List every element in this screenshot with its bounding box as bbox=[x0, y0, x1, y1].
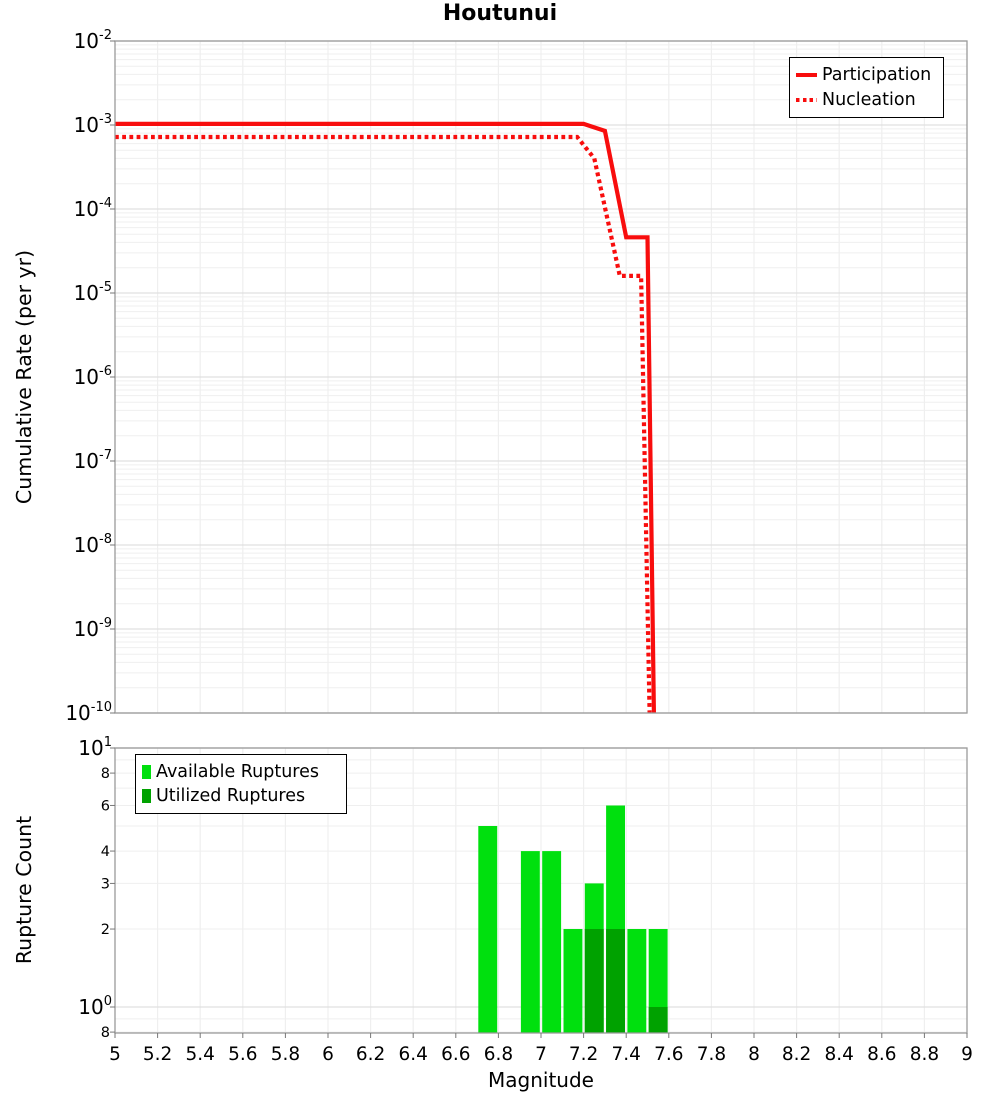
y-tick-label: 3 bbox=[101, 876, 110, 892]
x-tick-label: 5.4 bbox=[185, 1044, 214, 1065]
available-bar bbox=[563, 929, 583, 1033]
y-tick-label: 8 bbox=[101, 766, 110, 782]
y-tick-label: 10-8 bbox=[74, 532, 112, 557]
y-tick-label: 10-6 bbox=[74, 364, 112, 389]
x-tick-label: 8 bbox=[748, 1044, 760, 1065]
x-tick-label: 8.2 bbox=[782, 1044, 811, 1065]
available-bar bbox=[542, 851, 562, 1033]
available-ruptures-swatch bbox=[142, 764, 151, 779]
x-tick-label: 6 bbox=[322, 1044, 334, 1065]
rate-legend: Participation Nucleation bbox=[789, 57, 944, 118]
curve-participation bbox=[115, 121, 656, 713]
y-tick-label: 10-9 bbox=[74, 616, 112, 641]
x-tick-label: 5.2 bbox=[143, 1044, 172, 1065]
y-tick-label: 101 bbox=[78, 735, 112, 760]
chart-title: Houtunui bbox=[442, 1, 558, 26]
legend-item-available: Available Ruptures bbox=[142, 762, 338, 782]
x-tick-label: 7.2 bbox=[569, 1044, 598, 1065]
x-tick-label: 8.8 bbox=[910, 1044, 939, 1065]
x-tick-label: 6.4 bbox=[398, 1044, 427, 1065]
y-tick-label: 6 bbox=[101, 799, 110, 815]
y-tick-label: 10-3 bbox=[74, 112, 112, 137]
available-bar bbox=[627, 929, 647, 1033]
y-tick-label: 8 bbox=[101, 1025, 110, 1041]
x-tick-label: 5 bbox=[109, 1044, 121, 1065]
available-bar bbox=[478, 826, 498, 1033]
x-tick-label: 7.4 bbox=[611, 1044, 640, 1065]
y-tick-label: 10-5 bbox=[74, 280, 112, 305]
x-tick-label: 7.6 bbox=[654, 1044, 683, 1065]
legend-item-participation: Participation bbox=[796, 65, 935, 85]
y-tick-label: 2 bbox=[101, 922, 110, 938]
tick-labels: 10-2 10-3 10-4 10-5 10-6 10-7 10-8 10-9 10-10 101… bbox=[65, 28, 973, 1065]
y-tick-label: 10-2 bbox=[74, 28, 112, 53]
available-bar bbox=[520, 851, 540, 1033]
legend-label-utilized: Utilized Ruptures bbox=[156, 786, 306, 807]
rate-curves bbox=[115, 121, 656, 713]
dotted-line-swatch bbox=[796, 97, 817, 103]
utilized-bar bbox=[606, 929, 625, 1033]
y-tick-label: 10-4 bbox=[74, 196, 112, 221]
curve-nucleation bbox=[115, 134, 652, 713]
solid-line-swatch bbox=[796, 72, 817, 78]
y-tick-label: 100 bbox=[78, 994, 112, 1019]
x-tick-label: 5.6 bbox=[228, 1044, 257, 1065]
top-y-axis-label: Cumulative Rate (per yr) bbox=[12, 249, 36, 505]
x-tick-label: 6.6 bbox=[441, 1044, 470, 1065]
legend-label-nucleation: Nucleation bbox=[822, 90, 916, 110]
legend-item-nucleation: Nucleation bbox=[796, 90, 935, 110]
x-tick-label: 6.2 bbox=[356, 1044, 385, 1065]
utilized-ruptures-swatch bbox=[142, 789, 151, 804]
rupture-legend: Available Ruptures Utilized Ruptures bbox=[135, 754, 347, 814]
top-panel-gridlines bbox=[115, 40, 967, 714]
x-tick-label: 8.6 bbox=[867, 1044, 896, 1065]
y-tick-label: 10-10 bbox=[65, 700, 112, 725]
x-tick-label: 6.8 bbox=[484, 1044, 513, 1065]
bottom-y-axis-label: Rupture Count bbox=[12, 815, 36, 965]
utilized-bar bbox=[584, 929, 604, 1033]
x-axis-label: Magnitude bbox=[488, 1068, 594, 1092]
y-tick-label: 10-7 bbox=[74, 448, 112, 473]
x-tick-label: 5.8 bbox=[271, 1044, 300, 1065]
legend-item-utilized: Utilized Ruptures bbox=[142, 786, 338, 806]
x-tick-label: 9 bbox=[961, 1044, 973, 1065]
x-tick-label: 7 bbox=[535, 1044, 547, 1065]
utilized-bar bbox=[648, 1007, 668, 1033]
legend-label-available: Available Ruptures bbox=[156, 761, 319, 782]
available-bar bbox=[648, 929, 668, 1033]
rupture-bars bbox=[478, 805, 668, 1033]
y-tick-label: 4 bbox=[101, 844, 110, 860]
x-tick-label: 7.8 bbox=[697, 1044, 726, 1065]
x-tick-label: 8.4 bbox=[824, 1044, 853, 1065]
legend-label-participation: Participation bbox=[822, 65, 932, 85]
